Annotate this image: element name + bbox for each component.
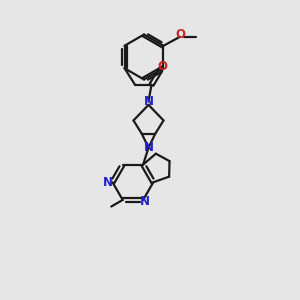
Text: O: O [157,60,167,73]
Text: N: N [140,195,150,208]
Text: O: O [175,28,185,41]
Text: N: N [103,176,113,189]
Text: N: N [143,141,154,154]
Text: N: N [143,95,154,108]
